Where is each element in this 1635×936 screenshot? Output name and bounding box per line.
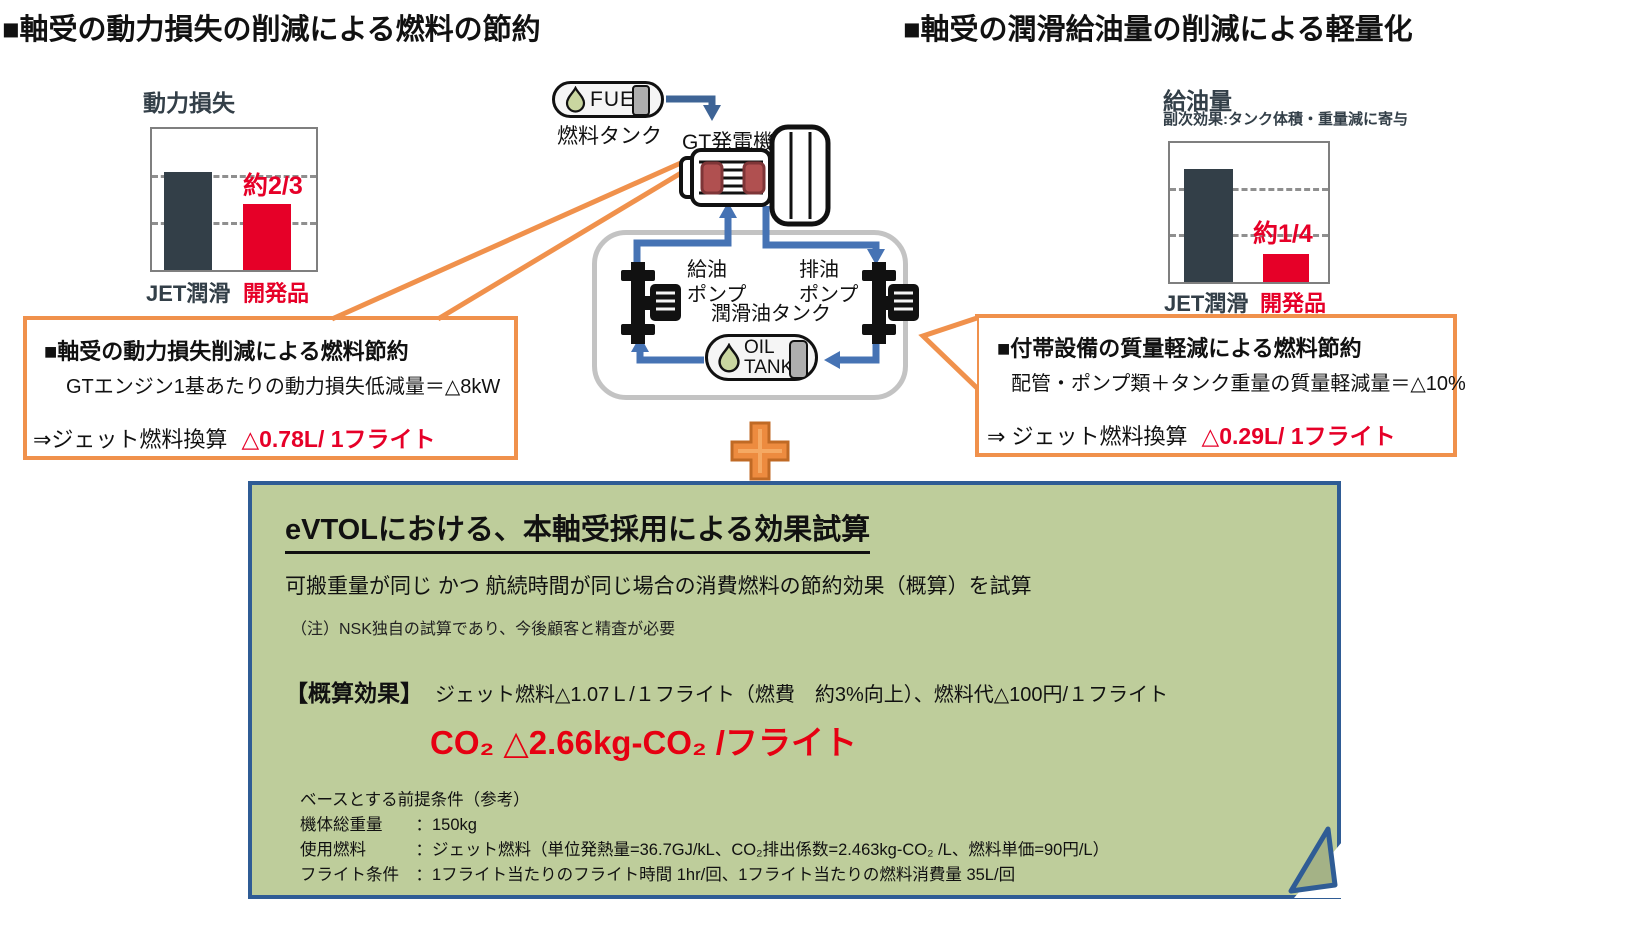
callout-right-result: ⇒ ジェット燃料換算 △0.29L/ 1フライト bbox=[987, 423, 1396, 449]
heading-left: ■軸受の動力損失の削減による燃料の節約 bbox=[2, 14, 541, 46]
callout-left-result: ⇒ジェット燃料換算 △0.78L/ 1フライト bbox=[33, 426, 436, 452]
callout-left-title: ■軸受の動力損失削減による燃料節約 bbox=[44, 339, 409, 364]
bar-jet-lubrication bbox=[1184, 169, 1233, 282]
summary-box bbox=[248, 481, 1341, 899]
fuel-flow-arrow bbox=[666, 95, 721, 121]
oil-tank-text: OIL TANK bbox=[744, 336, 794, 378]
summary-effect-row: 【概算効果】 ジェット燃料△1.07Ｌ/１フライト（燃費 約3%向上）、燃料代△… bbox=[285, 674, 1168, 708]
chart-power-loss-plot bbox=[150, 127, 318, 272]
xlabel-jet-lubrication: JET潤滑 bbox=[146, 281, 231, 306]
summary-title: eVTOLにおける、本軸受採用による効果試算 bbox=[285, 506, 871, 554]
xlabel-developed-product: 開発品 bbox=[243, 281, 310, 306]
oil-tank-title: 潤滑油タンク bbox=[711, 303, 831, 325]
plus-icon bbox=[730, 421, 790, 481]
bearing-right bbox=[742, 161, 766, 195]
assumption-line: 使用燃料 ：ジェット燃料（単位発熱量=36.7GJ/kL、CO₂排出係数=2.4… bbox=[300, 841, 1110, 859]
gt-generator-label: GT発電機 bbox=[682, 131, 775, 154]
fuel-saving-value: △0.29L/ 1フライト bbox=[1201, 423, 1396, 449]
oil-tank: OIL TANK bbox=[705, 334, 818, 381]
oil-droplet-icon bbox=[718, 342, 740, 373]
callout-right-title: ■付帯設備の質量軽減による燃料節約 bbox=[997, 336, 1362, 361]
gridline bbox=[152, 175, 316, 178]
gridline bbox=[1170, 234, 1328, 237]
fuel-saving-value: △0.78L/ 1フライト bbox=[241, 426, 436, 452]
summary-subtitle: 可搬重量が同じ かつ 航続時間が同じ場合の消費燃料の節約効果（概算）を試算 bbox=[285, 575, 1032, 598]
callout-weight-saving: ■付帯設備の質量軽減による燃料節約 配管・ポンプ類＋タンク重量の質量軽減量＝△1… bbox=[975, 314, 1466, 457]
callout-right-pointer bbox=[918, 315, 979, 390]
heading-right: ■軸受の潤滑給油量の削減による軽量化 bbox=[903, 14, 1413, 46]
generator-disc bbox=[769, 124, 831, 227]
callout-left-detail: GTエンジン1基あたりの動力損失低減量＝△8kW bbox=[66, 376, 501, 398]
bearing-left bbox=[700, 161, 724, 195]
effect-label: 【概算効果】 bbox=[285, 680, 423, 706]
assumption-line: 機体総重量 ：150kg bbox=[300, 816, 477, 834]
drain-pump-label: 排油 ポンプ bbox=[799, 259, 859, 306]
chart-power-loss-title: 動力損失 bbox=[143, 90, 235, 116]
bar-developed-product bbox=[1263, 254, 1309, 282]
co2-saving-value: CO₂ △2.66kg-CO₂ /フライト bbox=[430, 724, 857, 761]
chart-oil-supply-subtitle: 副次効果:タンク体積・重量減に寄与 bbox=[1163, 111, 1408, 128]
assumption-line: ベースとする前提条件（参考） bbox=[300, 791, 530, 809]
effect-text: ジェット燃料△1.07Ｌ/１フライト（燃費 約3%向上）、燃料代△100円/１フ… bbox=[435, 684, 1169, 706]
summary-note: （注）NSK独自の試算であり、今後顧客と精査が必要 bbox=[291, 621, 676, 638]
bar-developed-product bbox=[243, 204, 291, 270]
fuel-tank-cap bbox=[632, 85, 650, 116]
chart-power-loss-annotation: 約2/3 bbox=[243, 172, 303, 200]
assumption-line: フライト条件 ：1フライト当たりのフライト時間 1hr/回、1フライト当たりの燃… bbox=[300, 866, 1016, 884]
fuel-tank-label: 燃料タンク bbox=[557, 125, 662, 148]
callout-power-loss: ■軸受の動力損失削減による燃料節約 GTエンジン1基あたりの動力損失低減量＝△8… bbox=[23, 316, 518, 460]
xlabel-developed-product: 開発品 bbox=[1260, 291, 1327, 316]
xlabel-jet-lubrication: JET潤滑 bbox=[1164, 291, 1249, 316]
chart-oil-supply-title: 給油量 bbox=[1163, 88, 1232, 114]
chart-oil-supply-plot bbox=[1168, 141, 1330, 284]
oil-tank-cap bbox=[789, 340, 808, 379]
fuel-droplet-icon bbox=[565, 86, 586, 113]
callout-right-detail: 配管・ポンプ類＋タンク重量の質量軽減量＝△10% bbox=[1011, 373, 1466, 395]
gridline bbox=[152, 222, 316, 225]
supply-pump-label: 給油 ポンプ bbox=[687, 259, 747, 306]
chart-oil-supply-annotation: 約1/4 bbox=[1253, 220, 1313, 248]
summary-assumptions: ベースとする前提条件（参考） 機体総重量 ：150kg 使用燃料 ：ジェット燃料… bbox=[300, 788, 1109, 888]
gridline bbox=[1170, 188, 1328, 191]
bar-jet-lubrication bbox=[164, 172, 212, 270]
